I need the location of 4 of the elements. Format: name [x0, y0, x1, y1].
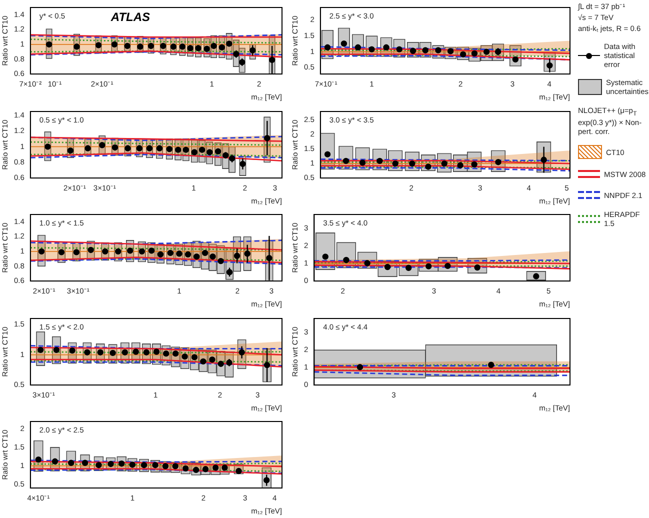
- point: [343, 256, 350, 264]
- point: [322, 254, 328, 260]
- point: [425, 163, 432, 170]
- annotation: ATLAS: [110, 10, 150, 24]
